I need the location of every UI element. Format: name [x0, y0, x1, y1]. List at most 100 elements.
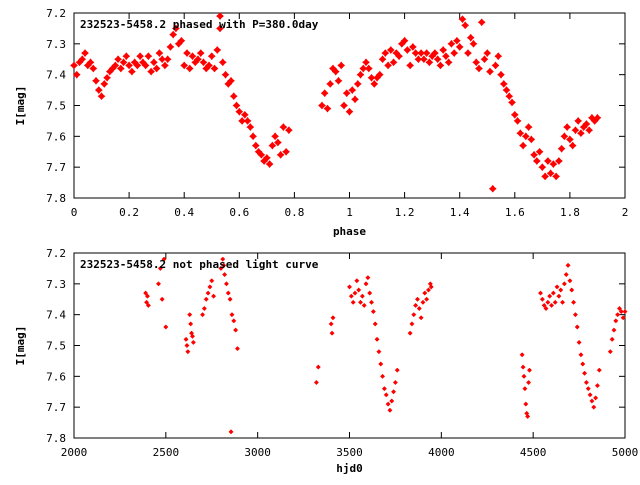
unphased-x-tick-label: 2000 — [61, 446, 88, 459]
unphased-data-point — [234, 346, 241, 352]
unphased-data-point — [143, 299, 150, 305]
phased-data-point — [158, 55, 167, 64]
unphased-data-point — [594, 383, 601, 389]
unphased-y-axis-label: I[mag] — [14, 326, 27, 366]
phased-data-point — [268, 141, 277, 150]
unphased-data-point — [391, 389, 397, 395]
unphased-data-point — [424, 296, 430, 302]
unphased-data-point — [620, 315, 626, 321]
phased-y-tick-label: 7.8 — [46, 192, 66, 205]
phased-x-tick-label: 0 — [71, 206, 78, 219]
phased-data-point — [513, 117, 522, 125]
phased-data-point — [455, 43, 464, 51]
phased-data-point — [172, 24, 180, 33]
unphased-plot-panel: 2000 2500 3000 3500 4000 4500 5000 7.2 7.3 7.4 7.5… — [14, 247, 638, 475]
phased-data-point — [235, 107, 244, 116]
unphased-data-point — [571, 299, 577, 305]
phased-data-point — [227, 76, 235, 85]
phased-data-point — [362, 58, 370, 67]
phased-data-point — [409, 43, 417, 51]
phased-data-point — [386, 46, 395, 54]
unphased-data-point — [370, 309, 376, 315]
unphased-data-point — [161, 256, 167, 262]
phased-data-point — [475, 64, 483, 73]
unphased-data-point — [163, 324, 169, 330]
phased-data-point — [194, 55, 202, 64]
unphased-data-point — [221, 262, 227, 268]
phased-data-point — [381, 49, 390, 57]
unphased-data-point — [380, 373, 386, 379]
unphased-data-point — [350, 299, 356, 305]
phased-data-point — [177, 36, 186, 45]
phased-data-point — [546, 169, 555, 178]
phased-x-tick-label: 1.2 — [395, 206, 415, 219]
phased-y-axis-label: I[mag] — [14, 86, 27, 126]
phased-data-point — [425, 58, 434, 67]
unphased-data-point — [519, 352, 525, 358]
phased-data-point — [136, 52, 144, 61]
phased-x-tick-label: 0.8 — [284, 206, 304, 219]
unphased-data-point — [394, 367, 400, 373]
phased-data-point — [356, 70, 365, 79]
phased-data-point — [566, 135, 574, 144]
phased-data-point — [323, 104, 332, 113]
phased-data-point — [320, 89, 329, 98]
unphased-data-point — [356, 287, 362, 293]
phased-data-point — [348, 86, 357, 94]
phased-data-point — [450, 49, 459, 57]
phased-data-point — [119, 58, 128, 67]
phased-plot-title: 232523-5458.2 phased with P=380.0day — [80, 18, 319, 31]
unphased-data-point — [407, 330, 413, 336]
unphased-data-point — [537, 290, 544, 296]
unphased-data-point — [231, 318, 237, 324]
unphased-data-point — [200, 312, 206, 318]
unphased-data-point — [184, 342, 190, 349]
unphased-data-point — [225, 290, 231, 296]
unphased-data-point — [582, 370, 588, 376]
unphased-data-point — [385, 401, 391, 407]
unphased-data-point — [520, 364, 526, 370]
phased-data-point — [453, 36, 461, 45]
unphased-data-point — [368, 299, 375, 305]
phased-data-point — [538, 163, 547, 172]
phased-data-point — [378, 55, 387, 64]
unphased-data-point — [416, 305, 422, 312]
phased-data-point — [508, 98, 516, 107]
phased-x-tick-label: 1.4 — [450, 206, 470, 219]
phased-data-point — [207, 52, 216, 61]
unphased-data-point — [392, 379, 398, 386]
phased-data-point — [111, 61, 120, 70]
phased-data-point — [571, 126, 580, 135]
unphased-data-point — [220, 256, 226, 262]
unphased-data-point — [201, 305, 207, 312]
phased-data-point — [180, 61, 189, 70]
unphased-data-point — [548, 302, 555, 308]
unphased-data-point — [539, 296, 545, 302]
phased-data-point — [216, 24, 224, 33]
unphased-data-point — [372, 321, 378, 327]
unphased-data-point — [144, 293, 151, 299]
phased-data-point — [431, 49, 439, 57]
unphased-data-point — [229, 312, 235, 318]
unphased-data-point — [543, 305, 549, 312]
phased-data-point — [271, 132, 279, 141]
phased-data-point — [521, 132, 530, 141]
phased-data-point — [342, 89, 351, 98]
phased-data-point — [274, 138, 282, 147]
phased-data-point — [464, 49, 472, 57]
phased-x-tick-label: 1.8 — [560, 206, 580, 219]
phased-data-point — [499, 80, 508, 88]
phased-data-point — [505, 92, 514, 101]
unphased-data-point — [558, 287, 564, 293]
unphased-data-point — [591, 404, 597, 410]
unphased-data-point — [313, 379, 319, 386]
phased-data-point — [78, 55, 87, 64]
unphased-data-point — [613, 318, 619, 324]
phased-data-point — [359, 64, 368, 73]
unphased-data-point — [352, 290, 358, 296]
phased-data-point — [229, 92, 238, 101]
unphased-y-tick-label: 7.6 — [46, 370, 66, 383]
unphased-x-tick-label: 3500 — [336, 446, 363, 459]
unphased-data-point — [569, 287, 575, 293]
unphased-data-point — [155, 281, 162, 287]
